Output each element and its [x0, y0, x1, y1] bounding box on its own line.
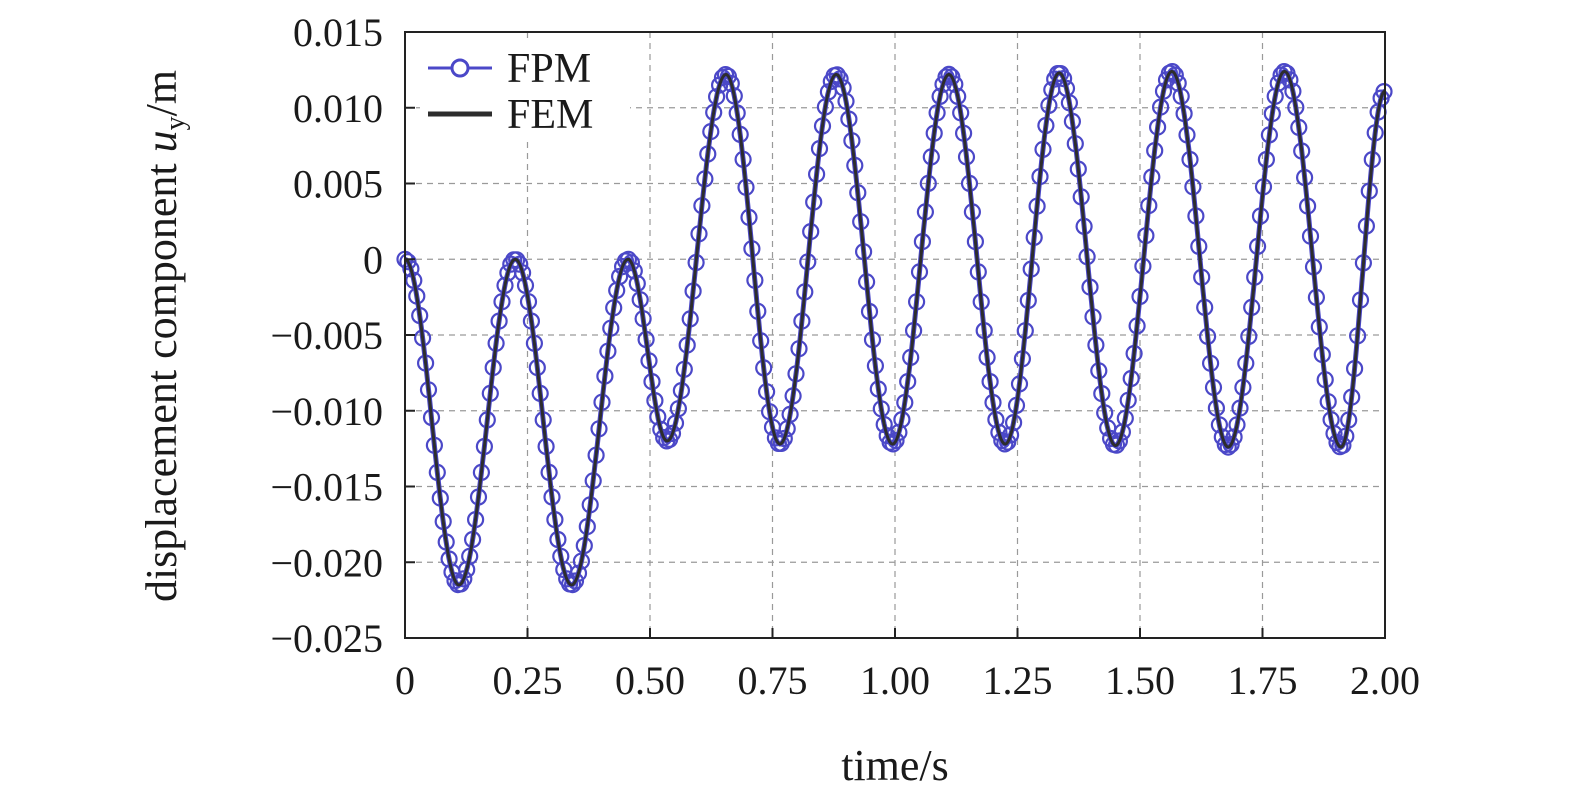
y-tick-label: −0.005 [270, 313, 383, 358]
legend-fpm-marker [450, 58, 470, 78]
y-tick-label: 0.015 [293, 10, 383, 55]
series-fpm-marker [663, 424, 682, 442]
series-fpm-marker [940, 65, 958, 84]
series-fpm-marker [943, 68, 961, 86]
series-fpm-marker [946, 75, 964, 93]
series-fpm-marker [716, 65, 735, 84]
series-fpm-marker [625, 262, 643, 280]
y-axis-label: displacement component uy/m [137, 70, 191, 602]
x-axis-label: time/s [841, 741, 949, 790]
series-fpm-marker [610, 267, 629, 286]
legend-label-fem: FEM [507, 92, 593, 138]
series-fem-line [404, 69, 1386, 587]
series-fpm-marker [455, 570, 473, 588]
legend: FPM FEM [420, 40, 630, 140]
legend-label-fpm: FPM [507, 46, 591, 92]
legend-background [420, 40, 630, 140]
y-axis-label-suffix: /m [137, 70, 186, 116]
y-axis-label-prefix: displacement component [137, 152, 186, 602]
y-tick-label: −0.025 [270, 616, 383, 661]
y-axis-label-subscript: y [160, 116, 191, 130]
series-fpm-marker [569, 564, 588, 582]
x-axis-tick-labels: 0 0.25 0.50 0.75 1.00 1.25 1.50 1.75 2.00 [395, 658, 1420, 703]
series-fpm-marker [402, 260, 420, 278]
series-fpm-marker [1334, 436, 1352, 454]
y-axis-tick-labels: 0.015 0.010 0.005 0 −0.005 −0.010 −0.015 −0.020… [270, 10, 383, 661]
series-fpm-marker [513, 264, 532, 282]
x-tick-label: 0.50 [615, 658, 685, 703]
y-tick-label: 0.005 [293, 162, 383, 207]
y-axis-label-symbol: u [137, 130, 186, 152]
series-fpm-marker [890, 423, 908, 441]
x-tick-label: 1.00 [860, 658, 930, 703]
y-tick-label: −0.020 [270, 540, 383, 585]
y-tick-label: −0.010 [270, 389, 383, 434]
x-tick-label: 0.25 [493, 658, 563, 703]
x-tick-label: 1.75 [1228, 658, 1298, 703]
series-fpm-marker [572, 552, 591, 570]
x-tick-label: 0.75 [738, 658, 808, 703]
x-tick-label: 0 [395, 658, 415, 703]
y-tick-label: −0.015 [270, 465, 383, 510]
x-tick-label: 1.25 [983, 658, 1053, 703]
series-layer [396, 62, 1393, 594]
x-tick-label: 1.50 [1105, 658, 1175, 703]
y-tick-label: 0.010 [293, 86, 383, 131]
series-fpm-marker [1169, 74, 1187, 92]
y-tick-label: 0 [363, 237, 383, 282]
series-fpm-marker [722, 74, 740, 93]
grid [405, 32, 1385, 638]
series-fpm-marker [996, 435, 1014, 453]
series-fpm-marker [1225, 428, 1243, 446]
series-fpm-marker [1001, 426, 1020, 444]
series-fpm-marker [1281, 71, 1299, 89]
axis-ticks [404, 31, 1386, 639]
x-tick-label: 2.00 [1350, 658, 1420, 703]
